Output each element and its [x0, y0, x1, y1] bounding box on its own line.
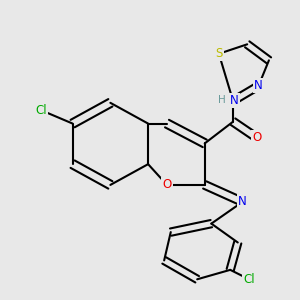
- Text: Cl: Cl: [36, 104, 47, 117]
- Text: N: N: [238, 195, 247, 208]
- Text: H: H: [218, 94, 226, 104]
- Text: N: N: [230, 94, 239, 107]
- Text: S: S: [215, 47, 223, 60]
- Text: O: O: [252, 131, 261, 144]
- Text: Cl: Cl: [243, 273, 255, 286]
- Text: N: N: [254, 79, 263, 92]
- Text: O: O: [162, 178, 172, 191]
